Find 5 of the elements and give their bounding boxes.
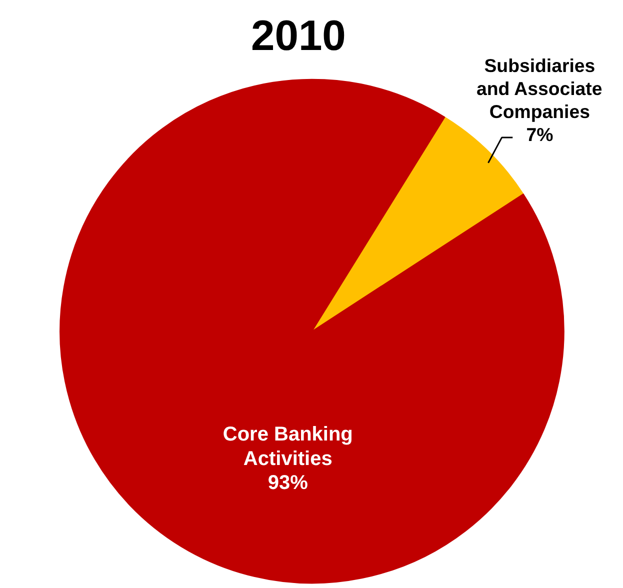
- data-label: 7%: [526, 124, 554, 146]
- slice-label: Subsidiaries and Associate Companies: [476, 54, 602, 122]
- data-label: 93%: [268, 472, 308, 494]
- chart-title: 2010: [251, 12, 346, 60]
- slice-label: Core Banking Activities: [222, 424, 353, 470]
